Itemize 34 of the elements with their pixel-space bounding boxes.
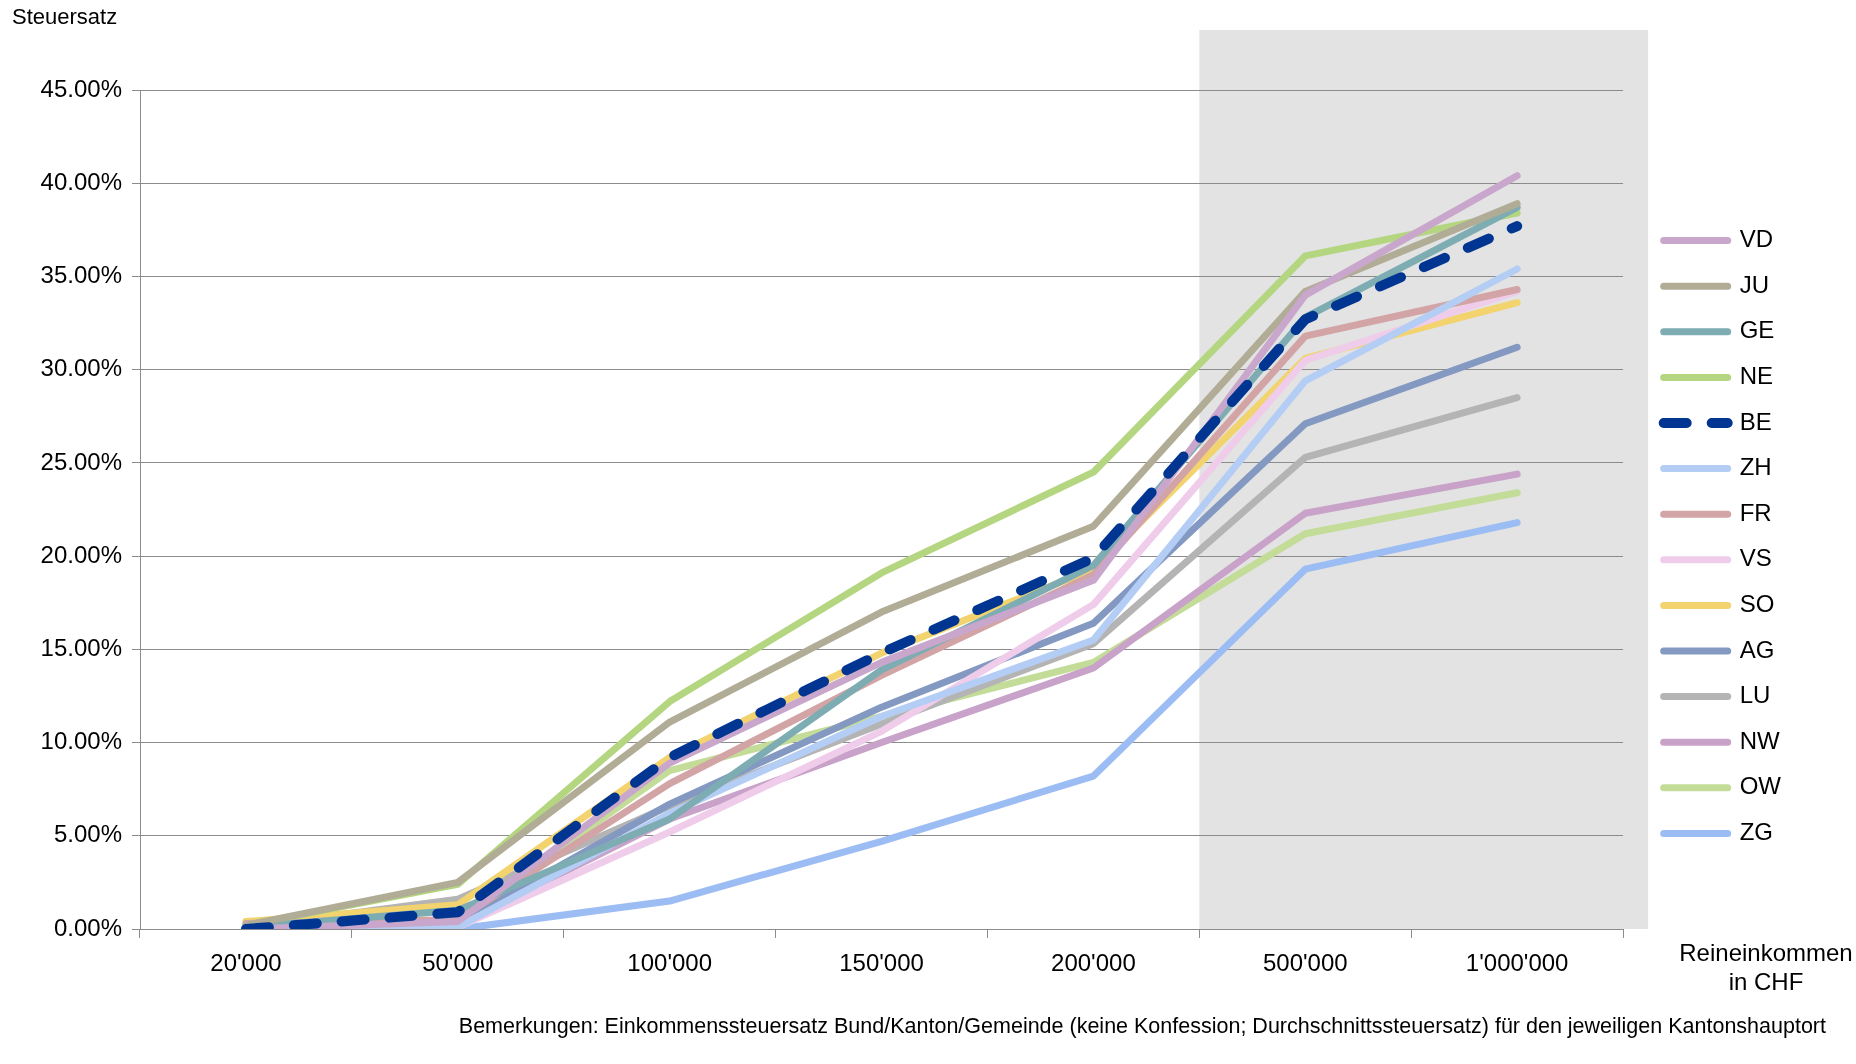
legend-label: BE xyxy=(1739,407,1772,435)
legend-label: LU xyxy=(1739,681,1771,709)
y-tick-label: 30.00% xyxy=(40,354,122,382)
legend-label: AG xyxy=(1739,635,1775,663)
y-tick-label: 20.00% xyxy=(40,540,122,568)
legend-label: SO xyxy=(1739,590,1775,618)
x-tick-label: 500'000 xyxy=(1262,949,1348,977)
legend-label: VS xyxy=(1739,544,1772,572)
legend-label: VD xyxy=(1739,225,1774,253)
x-tick-label: 1'000'000 xyxy=(1465,949,1569,977)
y-tick-label: 15.00% xyxy=(40,633,122,661)
y-tick-label: 35.00% xyxy=(40,261,122,289)
y-tick-label: 40.00% xyxy=(40,167,122,195)
y-tick-label: 5.00% xyxy=(53,820,122,848)
legend-label: NE xyxy=(1739,362,1774,390)
legend-label: OW xyxy=(1739,772,1782,800)
legend-label: FR xyxy=(1739,498,1772,526)
y-tick-label: 0.00% xyxy=(53,913,122,941)
x-tick-label: 200'000 xyxy=(1051,949,1136,977)
legend-label: ZG xyxy=(1739,818,1774,846)
legend-label: GE xyxy=(1739,316,1775,344)
y-tick-label: 25.00% xyxy=(40,447,122,475)
x-tick-label: 150'000 xyxy=(839,949,924,977)
legend-label: JU xyxy=(1739,270,1770,298)
legend-label: NW xyxy=(1739,726,1781,754)
text: Bemerkungen: Einkommenssteuersatz Bund/Kanton/Gemeinde (keine Konfession; Durchschnittssteuersatz) für den jeweiligen Kantonshauptort xyxy=(458,1013,1826,1039)
y-tick-label: 10.00% xyxy=(40,727,122,755)
x-axis-title: Reineinkommen in CHF xyxy=(1678,938,1854,996)
y-tick-label: 45.00% xyxy=(40,74,122,102)
legend-label: ZH xyxy=(1739,453,1772,481)
x-tick-label: 100'000 xyxy=(627,949,713,977)
y-axis-title: Steuersatz xyxy=(12,4,118,30)
x-tick-label: 50'000 xyxy=(422,949,494,977)
x-tick-label: 20'000 xyxy=(210,949,282,977)
